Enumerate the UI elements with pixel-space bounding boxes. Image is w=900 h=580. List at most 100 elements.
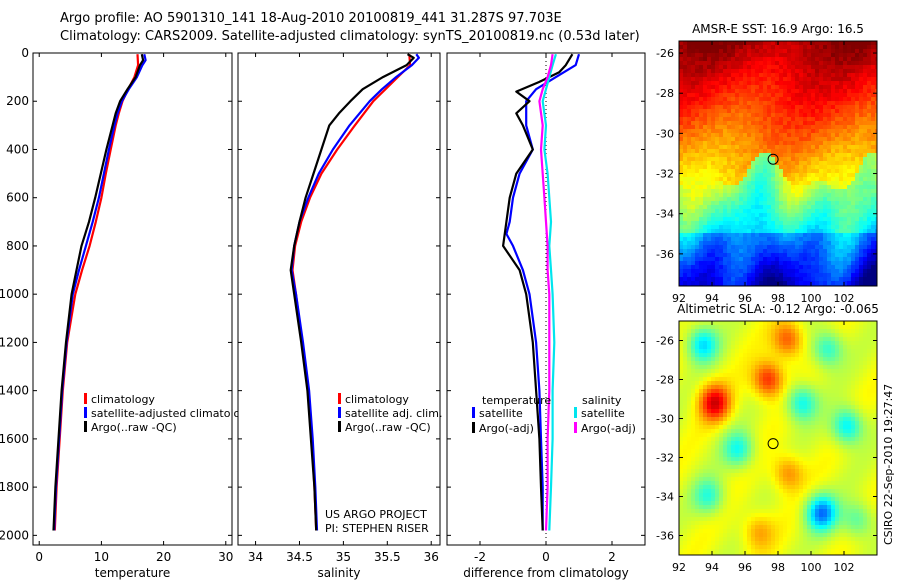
sst-map-cell [807,205,811,209]
sst-map-cell [739,225,743,229]
sst-map-cell [695,53,699,57]
sst-map-cell [847,249,851,253]
sst-map-cell [735,61,739,65]
sst-map-cell [695,281,699,285]
sst-map-cell [839,105,843,109]
sst-map-cell [779,85,783,89]
salt-legend-argo-swatch [338,421,341,432]
salt-series-argo-raw-qc- [289,53,415,531]
sst-map-cell [683,201,687,205]
sla-map-cell [863,337,867,341]
sla-map-cell [679,445,683,449]
sla-map-cell [867,453,871,457]
sst-map-cell [783,261,787,265]
sst-map-cell [771,109,775,113]
sst-map-cell [747,249,751,253]
sla-map-cell [859,353,863,357]
sla-map-cell [847,389,851,393]
sst-map-cell [819,149,823,153]
sst-map-cell [819,105,823,109]
sst-map-cell [763,261,767,265]
sst-map-cell [751,281,755,285]
sst-map-cell [823,125,827,129]
sla-map-cell [727,325,731,329]
sst-map-cell [863,281,867,285]
sst-map-cell [715,281,719,285]
sla-map-cell [743,329,747,333]
sst-map-cell [679,65,683,69]
sst-map-cell [723,273,727,277]
sst-map-cell [811,273,815,277]
sst-map-cell [851,73,855,77]
sst-map-cell [791,229,795,233]
sla-map-cell [847,401,851,405]
sst-map-cell [731,61,735,65]
sla-map-cell [731,361,735,365]
sla-map-cell [835,357,839,361]
sla-map-cell [735,353,739,357]
sst-map-cell [691,41,695,45]
sst-map-cell [839,169,843,173]
sst-map-cell [815,265,819,269]
sst-map-cell [763,149,767,153]
sla-map-cell [739,365,743,369]
sla-map-cell [735,345,739,349]
sst-map-cell [815,141,819,145]
sla-map-cell [727,429,731,433]
sst-map-cell [747,73,751,77]
sst-map-cell [839,149,843,153]
sst-map-cell [771,197,775,201]
sst-map-cell [687,61,691,65]
sla-map-cell [855,449,859,453]
sst-map-cell [835,93,839,97]
sst-map-cell [699,221,703,225]
sla-map-cell [803,441,807,445]
sla-map-cell [771,357,775,361]
sst-map-cell [739,265,743,269]
sst-map-cell [835,197,839,201]
sst-map-cell [715,157,719,161]
sst-map-cell [679,189,683,193]
sst-map-cell [687,249,691,253]
sst-map-cell [751,201,755,205]
sst-map-cell [743,49,747,53]
sst-map-cell [679,85,683,89]
sst-map-cell [739,89,743,93]
sla-map-cell [855,349,859,353]
sla-map-cell [847,321,851,325]
sst-map-cell [783,253,787,257]
sla-map-cell [807,365,811,369]
sla-map-cell [779,381,783,385]
sla-map-cell [819,325,823,329]
sst-map-cell [743,137,747,141]
sla-map-cell [683,321,687,325]
sla-map-cell [751,421,755,425]
sst-map-cell [795,109,799,113]
sst-map-cell [719,217,723,221]
sst-map-cell [779,121,783,125]
sla-map-cell [735,341,739,345]
sst-map-cell [703,205,707,209]
sst-map-cell [851,125,855,129]
sst-map-cell [715,41,719,45]
sla-map-cell [835,365,839,369]
sst-map-cell [783,57,787,61]
sst-map-cell [831,205,835,209]
sst-map-cell [715,173,719,177]
sla-map-cell [863,405,867,409]
sst-map-cell [679,57,683,61]
sla-map-cell [727,397,731,401]
sst-map-cell [759,169,763,173]
sst-map-cell [699,53,703,57]
sst-map-cell [767,149,771,153]
sst-map-cell [799,117,803,121]
sst-map-cell [863,65,867,69]
sst-map-cell [711,165,715,169]
sst-map-cell [855,181,859,185]
sst-map-cell [875,81,877,85]
sla-map-cell [735,453,739,457]
sst-map-cell [795,125,799,129]
sst-map-cell [859,201,863,205]
sla-map-cell [695,353,699,357]
sst-map-cell [819,165,823,169]
